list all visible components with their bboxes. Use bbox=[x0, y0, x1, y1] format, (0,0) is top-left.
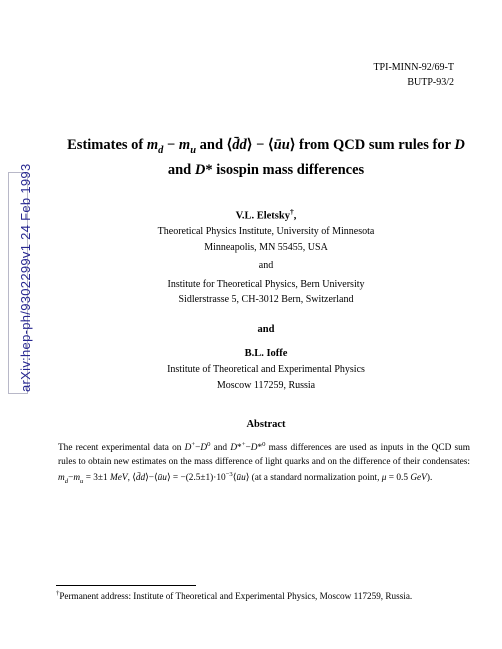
author-1-affil-1: Theoretical Physics Institute, Universit… bbox=[56, 224, 476, 240]
authors-and: and bbox=[56, 322, 476, 338]
author-1-affil-2b: Sidlerstrasse 5, CH-3012 Bern, Switzerla… bbox=[56, 292, 476, 308]
authors: V.L. Eletsky†, Theoretical Physics Insti… bbox=[56, 206, 476, 394]
author-1-name: V.L. Eletsky†, bbox=[56, 206, 476, 225]
author-1-affil-2: Institute for Theoretical Physics, Bern … bbox=[56, 277, 476, 293]
author-2-name: B.L. Ioffe bbox=[56, 346, 476, 362]
page-content: TPI-MINN-92/69-T BUTP-93/2 Estimates of … bbox=[56, 0, 476, 604]
author-2-affil-1: Institute of Theoretical and Experimenta… bbox=[56, 362, 476, 378]
report-ids: TPI-MINN-92/69-T BUTP-93/2 bbox=[56, 60, 476, 90]
paper-title: Estimates of md − mu and ⟨d̄d⟩ − ⟨ūu⟩ fr… bbox=[56, 134, 476, 182]
footnote-rule bbox=[56, 585, 196, 586]
abstract-heading: Abstract bbox=[56, 419, 476, 430]
report-id-1: TPI-MINN-92/69-T bbox=[56, 60, 454, 75]
abstract-text: The recent experimental data on D+−D0 an… bbox=[56, 440, 476, 487]
author-1-affil-1b: Minneapolis, MN 55455, USA bbox=[56, 240, 476, 256]
affil-and: and bbox=[56, 258, 476, 274]
author-2-affil-1b: Moscow 117259, Russia bbox=[56, 378, 476, 394]
arxiv-id: arXiv:hep-ph/9302299v1 24 Feb 1993 bbox=[18, 164, 33, 392]
footnote: †Permanent address: Institute of Theoret… bbox=[56, 589, 476, 603]
report-id-2: BUTP-93/2 bbox=[56, 75, 454, 90]
